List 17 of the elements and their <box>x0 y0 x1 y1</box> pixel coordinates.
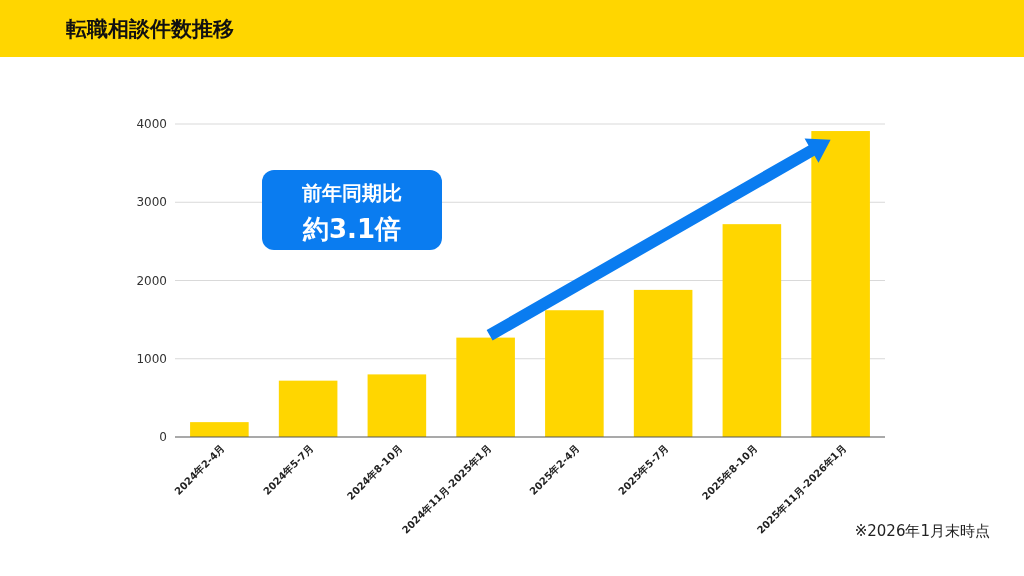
bar <box>545 310 604 437</box>
y-tick-label: 2000 <box>136 273 167 288</box>
y-tick-label: 3000 <box>136 195 167 210</box>
y-tick-label: 1000 <box>136 351 167 366</box>
chart-title: 転職相談件数推移 <box>66 17 234 41</box>
bar <box>811 131 870 437</box>
bar <box>278 380 338 437</box>
annotation: 前年同期比 <box>301 181 402 205</box>
bar <box>722 224 782 437</box>
text: ※2026年1月末時点 <box>854 522 990 540</box>
bar <box>367 374 427 437</box>
bar <box>456 337 515 437</box>
y-tick-label: 0 <box>159 430 167 444</box>
bar <box>633 289 693 437</box>
bar <box>190 422 249 437</box>
y-tick-label: 4000 <box>136 117 167 131</box>
annotation: 約3.1倍 <box>301 214 402 244</box>
